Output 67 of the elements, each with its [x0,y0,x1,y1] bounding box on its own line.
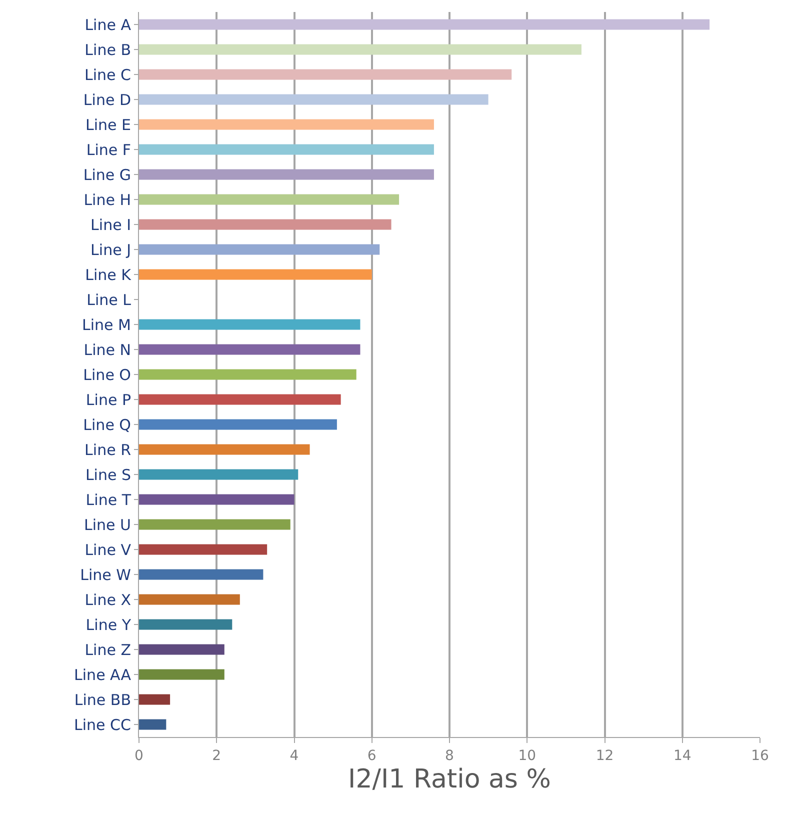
bar [139,519,290,530]
bar [139,69,512,80]
y-tick-label: Line C [84,66,131,84]
y-tick-label: Line U [84,516,131,534]
x-tick-label: 6 [367,748,376,764]
x-tick-label: 4 [290,748,299,764]
bar [139,444,310,455]
bar [139,119,434,130]
bar [139,44,582,55]
x-tick-label: 8 [445,748,454,764]
y-tick-label: Line BB [74,690,131,709]
bar [139,194,400,205]
bar [139,344,360,355]
y-tick-label: Line L [86,290,132,309]
bar [139,394,341,405]
y-tick-label: Line P [86,390,131,409]
y-tick-label: Line AA [74,666,132,684]
y-tick-label: Line B [84,40,131,59]
bar [139,569,264,580]
y-tick-label: Line T [86,490,132,509]
y-tick-label: Line V [84,540,132,559]
y-tick-label: Line G [83,166,131,184]
y-tick-label: Line O [83,366,131,384]
y-tick-label: Line CC [74,716,131,734]
x-tick-label: 0 [134,748,144,764]
x-tick-label: 14 [673,748,692,764]
y-tick-label: Line M [82,316,131,334]
bar [139,494,294,505]
y-tick-label: Line N [84,340,131,359]
x-tick-label: 12 [596,748,614,764]
bar [139,319,360,330]
bar [139,544,268,555]
y-tick-label: Line D [83,90,131,109]
y-tick-label: Line J [90,240,131,259]
y-tick-label: Line X [84,590,131,609]
y-tick-label: Line H [84,190,131,209]
y-tick-label: Line F [86,140,131,159]
bar [139,594,240,605]
y-tick-label: Line Q [83,416,131,434]
x-tick-label: 10 [518,748,536,764]
bar [139,169,434,180]
bar [139,369,356,380]
bar [139,469,298,480]
y-tick-label: Line W [80,566,132,584]
bar [139,244,380,255]
bar [139,644,224,655]
y-tick-label: Line S [85,466,131,484]
bar [139,719,166,730]
bar [139,619,232,630]
x-tick-label: 16 [751,748,769,764]
bar [139,694,170,705]
y-tick-label: Line R [84,440,131,459]
y-tick-label: Line E [85,116,131,134]
bar [139,19,710,30]
y-tick-label: Line Z [84,640,131,659]
x-axis-title: I2/I1 Ratio as % [348,764,551,794]
y-tick-label: Line K [85,266,132,284]
bar [139,419,337,430]
bar [139,144,434,155]
bar [139,219,392,230]
x-tick-label: 2 [212,748,222,764]
bar [139,269,372,280]
y-tick-label: Line I [90,216,131,234]
y-tick-label: Line Y [86,616,132,634]
y-tick-label: Line A [84,16,132,34]
bar [139,669,224,680]
bar [139,94,488,105]
